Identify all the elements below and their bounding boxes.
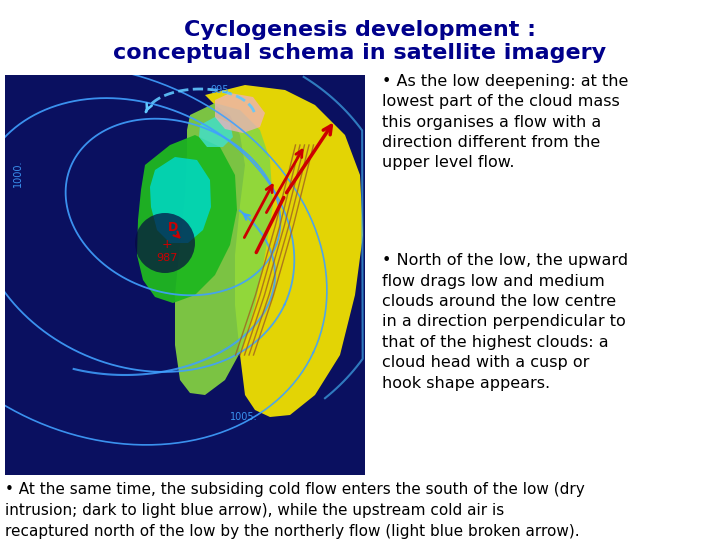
- Polygon shape: [5, 75, 365, 475]
- Polygon shape: [150, 157, 211, 243]
- Text: D: D: [168, 221, 178, 234]
- Text: conceptual schema in satellite imagery: conceptual schema in satellite imagery: [114, 43, 606, 63]
- Polygon shape: [215, 93, 265, 133]
- Text: • As the low deepening: at the
lowest part of the cloud mass
this organises a fl: • As the low deepening: at the lowest pa…: [382, 74, 628, 171]
- Text: 987: 987: [156, 253, 178, 263]
- Polygon shape: [199, 117, 233, 147]
- Text: 1005.: 1005.: [230, 412, 258, 422]
- Text: 1000.: 1000.: [13, 159, 23, 187]
- Polygon shape: [175, 103, 273, 395]
- Polygon shape: [137, 135, 237, 303]
- Text: • North of the low, the upward
flow drags low and medium
clouds around the low c: • North of the low, the upward flow drag…: [382, 253, 628, 391]
- Text: Cyclogenesis development :: Cyclogenesis development :: [184, 20, 536, 40]
- Text: • At the same time, the subsiding cold flow enters the south of the low (dry
int: • At the same time, the subsiding cold f…: [5, 482, 585, 539]
- Text: 995.: 995.: [210, 85, 232, 95]
- Polygon shape: [205, 85, 363, 417]
- Text: +: +: [162, 238, 172, 251]
- Circle shape: [135, 213, 195, 273]
